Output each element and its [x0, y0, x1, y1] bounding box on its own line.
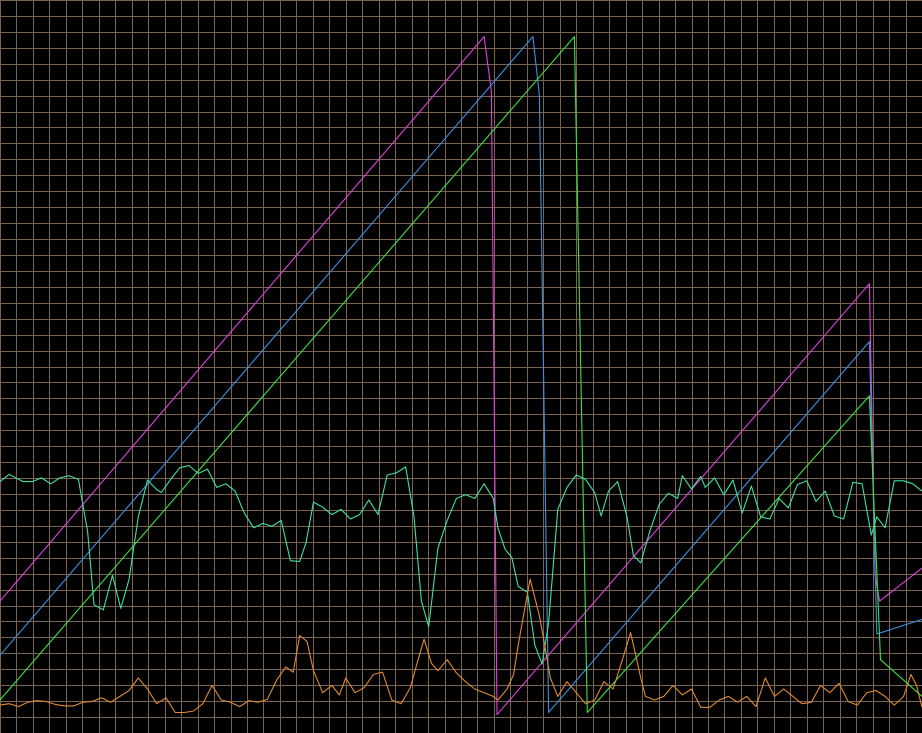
series-group	[0, 36, 922, 716]
series-line-5	[0, 578, 922, 714]
series-line-2	[0, 36, 922, 714]
series-line-1	[0, 36, 922, 716]
series-line-3	[0, 36, 922, 714]
series-line-4	[0, 464, 922, 665]
